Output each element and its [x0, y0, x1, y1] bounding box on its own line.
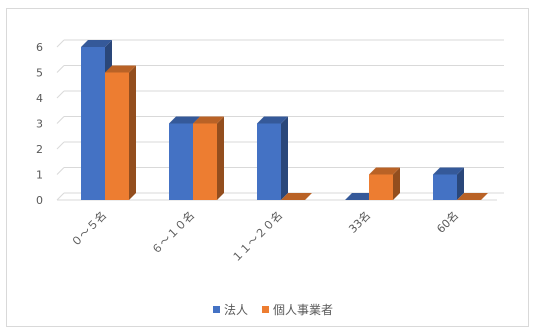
chart-area: 0 1 2 3 4 5 6 ０～５名 ６～１０名 １１～２０名 33名 60名 法人 個人事業者	[6, 8, 529, 327]
y-tick-label: 5	[36, 67, 43, 80]
gridline-side	[56, 90, 65, 99]
x-axis-ticks: ０～５名 ６～１０名 １１～２０名 33名 60名	[68, 208, 461, 265]
bar	[345, 193, 376, 200]
bar	[281, 193, 312, 200]
legend-label: 個人事業者	[273, 303, 333, 317]
y-axis-ticks: 0 1 2 3 4 5 6	[36, 41, 43, 207]
gridline-side	[56, 192, 65, 201]
bar	[105, 65, 136, 200]
y-tick-label: 4	[36, 92, 43, 105]
bar	[457, 193, 488, 200]
x-tick-label: １１～２０名	[229, 208, 286, 265]
gridline-side	[56, 141, 65, 150]
gridline-side	[56, 116, 65, 124]
y-tick-label: 6	[36, 41, 43, 54]
bar	[433, 167, 464, 200]
legend-item: 個人事業者	[262, 303, 333, 317]
bar-chart: 0 1 2 3 4 5 6 ０～５名 ６～１０名 １１～２０名 33名 60名 法人 個人事業者	[36, 39, 504, 317]
gridline-side	[56, 167, 65, 175]
bar	[193, 116, 224, 200]
x-tick-label: 60名	[434, 208, 462, 236]
x-tick-label: ０～５名	[68, 208, 109, 249]
bar	[369, 167, 400, 200]
gridline-side	[56, 65, 65, 73]
x-tick-label: 33名	[346, 208, 374, 236]
x-tick-label: ６～１０名	[148, 208, 197, 257]
legend: 法人 個人事業者	[213, 303, 333, 317]
legend-label: 法人	[224, 303, 248, 317]
gridline-side	[56, 39, 65, 48]
y-tick-label: 1	[36, 169, 43, 182]
y-tick-label: 2	[36, 143, 43, 156]
legend-item: 法人	[213, 303, 248, 317]
bars	[81, 40, 488, 200]
y-tick-label: 0	[36, 194, 43, 207]
bar	[257, 116, 288, 200]
y-tick-label: 3	[36, 118, 43, 131]
